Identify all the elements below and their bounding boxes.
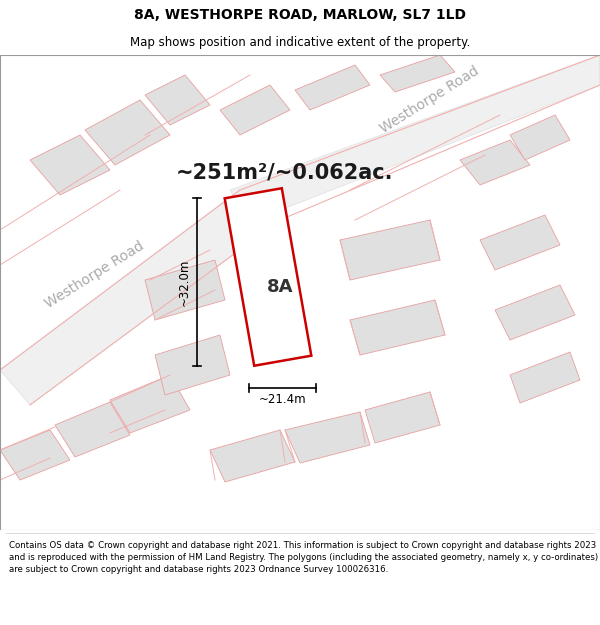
Text: Contains OS data © Crown copyright and database right 2021. This information is : Contains OS data © Crown copyright and d… [9,541,598,574]
Polygon shape [0,190,280,405]
Polygon shape [145,260,225,320]
Text: Westhorpe Road: Westhorpe Road [378,64,482,136]
Text: ~32.0m: ~32.0m [178,258,191,306]
Polygon shape [224,188,311,366]
Text: 8A: 8A [267,278,293,296]
Polygon shape [480,215,560,270]
Polygon shape [30,135,110,195]
Polygon shape [510,115,570,160]
Polygon shape [220,85,290,135]
Polygon shape [495,285,575,340]
Polygon shape [380,55,455,92]
Polygon shape [230,55,600,222]
Polygon shape [295,65,370,110]
Polygon shape [350,300,445,355]
Text: Westhorpe Road: Westhorpe Road [43,239,147,311]
Polygon shape [145,75,210,125]
Text: ~21.4m: ~21.4m [259,393,307,406]
Polygon shape [210,430,295,482]
Polygon shape [110,375,190,433]
Text: Map shows position and indicative extent of the property.: Map shows position and indicative extent… [130,36,470,49]
Text: 8A, WESTHORPE ROAD, MARLOW, SL7 1LD: 8A, WESTHORPE ROAD, MARLOW, SL7 1LD [134,8,466,22]
Polygon shape [460,140,530,185]
Polygon shape [340,220,440,280]
Text: ~251m²/~0.062ac.: ~251m²/~0.062ac. [176,162,394,182]
Polygon shape [55,402,130,457]
Polygon shape [85,100,170,165]
Polygon shape [155,335,230,395]
Polygon shape [0,430,70,480]
Polygon shape [365,392,440,443]
Polygon shape [285,412,370,463]
Polygon shape [510,352,580,403]
